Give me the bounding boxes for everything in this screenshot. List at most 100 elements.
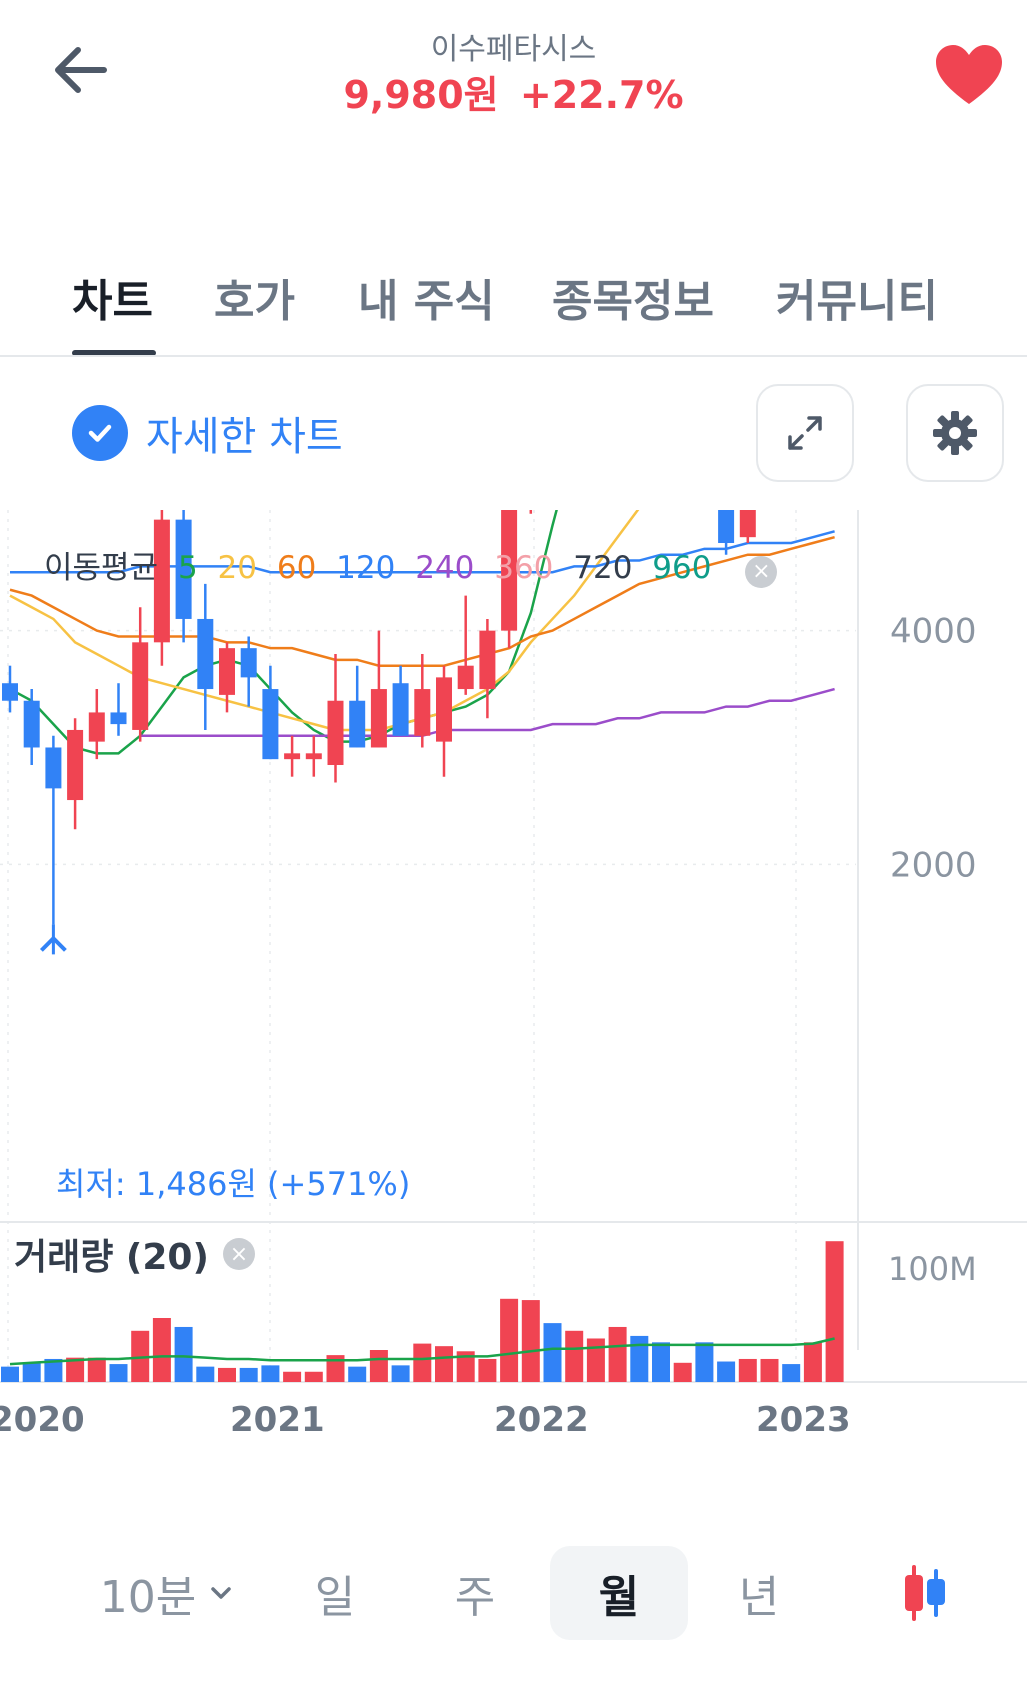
volume-bar — [500, 1298, 519, 1382]
ma-20-label[interactable]: 20 — [217, 550, 257, 586]
ma-120-label[interactable]: 120 — [336, 550, 396, 586]
chart-settings-button[interactable] — [906, 384, 1004, 482]
price-tick-label: 2000 — [890, 845, 977, 885]
candle-body — [370, 689, 387, 748]
volume-legend: 거래량 (20) × — [14, 1228, 255, 1280]
chevron-down-icon — [211, 1587, 231, 1599]
candle-body — [219, 648, 235, 695]
candle-body — [436, 677, 452, 742]
ma-720-label[interactable]: 720 — [573, 550, 633, 586]
volume-bar — [435, 1346, 453, 1382]
volume-bar — [304, 1371, 323, 1382]
candle-body — [284, 753, 301, 760]
volume-bar — [803, 1342, 822, 1382]
expand-chart-button[interactable] — [756, 384, 854, 482]
volume-bar — [630, 1335, 649, 1382]
ma-5-label[interactable]: 5 — [177, 550, 198, 586]
period-year[interactable]: 년 — [738, 1572, 780, 1623]
volume-bar — [22, 1362, 41, 1382]
stock-name: 이수페타시스 — [430, 32, 597, 67]
candle-body — [153, 519, 170, 643]
ma-60-label[interactable]: 60 — [276, 550, 317, 586]
candle-body — [175, 519, 192, 619]
candle-body — [718, 510, 735, 544]
volume-bar — [391, 1365, 410, 1382]
volume-bar — [218, 1367, 236, 1382]
current-price: 9,980원 — [343, 73, 499, 117]
candle-body — [392, 683, 409, 736]
active-tab-indicator — [72, 350, 156, 356]
volume-label: 거래량 (20) — [14, 1237, 209, 1278]
volume-bar — [586, 1338, 605, 1382]
ma-360-label[interactable]: 360 — [494, 550, 554, 586]
candle-body — [197, 618, 214, 690]
volume-bar — [174, 1326, 193, 1382]
close-ma-icon[interactable]: × — [745, 555, 778, 588]
period-10min-label: 10분 — [99, 1572, 197, 1623]
time-tick-label: 2022 — [494, 1400, 589, 1440]
price-chart[interactable]: 120008000600040002000100M202020212022202… — [0, 510, 1027, 1470]
low-arrow-icon — [39, 935, 67, 952]
ma-240-label[interactable]: 240 — [415, 550, 475, 586]
candle-body — [2, 683, 18, 701]
volume-bar — [66, 1357, 85, 1382]
volume-bar — [478, 1358, 497, 1382]
ma-legend-label: 이동평균 — [44, 550, 159, 586]
candle-body — [739, 510, 756, 538]
volume-ma-line — [9, 1337, 835, 1366]
candle-body — [132, 642, 149, 730]
volume-bar — [109, 1364, 128, 1382]
candle-body — [240, 648, 257, 678]
back-button[interactable] — [52, 40, 112, 100]
favorite-button[interactable] — [934, 44, 1004, 106]
time-tick-label: 2020 — [0, 1400, 85, 1440]
volume-bar — [261, 1365, 280, 1382]
volume-bar — [348, 1366, 367, 1382]
low-price-label: 최저: 1,486원 (+571%) — [56, 1165, 410, 1203]
period-month[interactable]: 월 — [550, 1546, 688, 1640]
check-icon — [72, 405, 128, 461]
gear-icon — [933, 411, 977, 455]
tab-chart[interactable]: 차트 — [72, 276, 153, 327]
volume-bar — [152, 1318, 171, 1382]
detail-chart-toggle[interactable]: 자세한 차트 — [72, 402, 343, 464]
candle-body — [501, 510, 518, 631]
volume-bar — [543, 1323, 562, 1382]
tabs-divider — [0, 355, 1027, 357]
tab-stock-info[interactable]: 종목정보 — [552, 276, 714, 327]
heart-icon — [936, 45, 1002, 104]
time-tick-label: 2023 — [756, 1400, 851, 1440]
volume-bar — [652, 1342, 670, 1382]
volume-bar — [673, 1362, 692, 1382]
ma-960-label[interactable]: 960 — [652, 550, 712, 586]
volume-bar — [283, 1371, 302, 1382]
volume-bar — [760, 1358, 779, 1382]
tab-my-stock[interactable]: 내 주식 — [358, 276, 495, 327]
candle-body — [67, 729, 84, 801]
candle-body — [110, 712, 127, 725]
price-tick-label: 4000 — [890, 612, 977, 652]
candle-body — [349, 700, 366, 748]
volume-bar — [196, 1366, 215, 1382]
period-10min[interactable]: 10분 — [92, 1560, 242, 1626]
volume-bar — [825, 1241, 844, 1382]
volume-bar — [87, 1357, 106, 1382]
volume-bar — [1, 1366, 19, 1382]
period-week[interactable]: 주 — [454, 1572, 496, 1623]
expand-icon — [788, 416, 822, 450]
chart-type-button[interactable] — [880, 1560, 970, 1626]
volume-bar — [456, 1351, 475, 1382]
price-line: 9,980원 +22.7% — [0, 64, 1027, 119]
volume-bar — [565, 1330, 584, 1382]
volume-bar — [369, 1350, 388, 1382]
candle-body — [23, 700, 40, 748]
price-change: +22.7% — [519, 73, 684, 117]
volume-bar — [521, 1300, 540, 1382]
candle-body — [479, 630, 496, 690]
close-volume-icon[interactable]: × — [222, 1238, 255, 1270]
volume-bar — [44, 1358, 63, 1382]
tab-orderbook[interactable]: 호가 — [214, 276, 295, 327]
period-day[interactable]: 일 — [314, 1572, 356, 1623]
candle-body — [88, 712, 105, 742]
tab-community[interactable]: 커뮤니티 — [776, 276, 938, 327]
